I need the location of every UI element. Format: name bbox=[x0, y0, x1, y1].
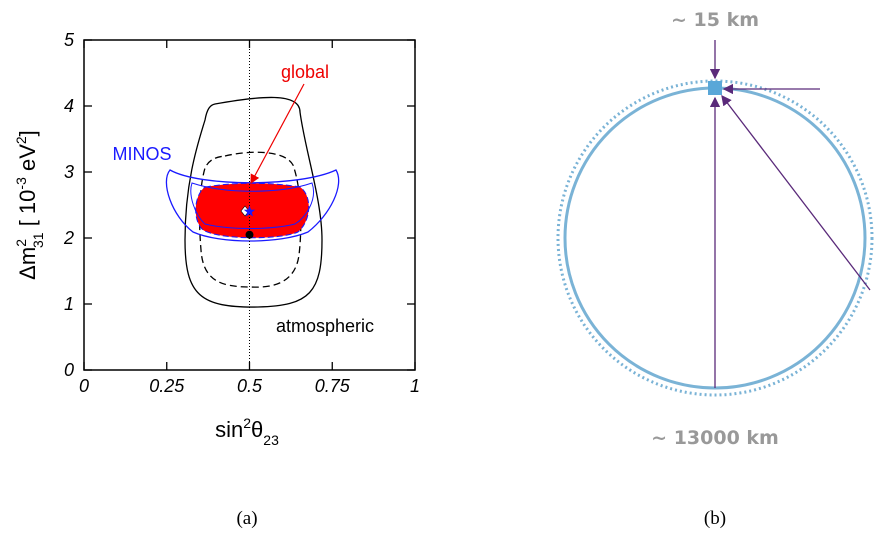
best-fit-star bbox=[243, 205, 256, 217]
detector bbox=[708, 81, 722, 95]
global-label: global bbox=[281, 62, 329, 82]
best-fit-dot bbox=[245, 230, 254, 239]
path-oblique bbox=[721, 94, 871, 291]
x-tick-label: 0 bbox=[79, 376, 89, 396]
x-axis-label: sin2θ23 bbox=[215, 415, 279, 448]
x-tick-label: 0.25 bbox=[149, 376, 185, 396]
y-tick-label: 5 bbox=[64, 30, 75, 50]
global-arrow bbox=[250, 83, 305, 185]
x-tick-label: 0.75 bbox=[315, 376, 351, 396]
atmospheric-contour bbox=[184, 96, 323, 308]
earth-diagram bbox=[556, 40, 874, 397]
bottom-label: ~ 13000 km bbox=[651, 427, 779, 449]
y-tick-label: 1 bbox=[64, 294, 74, 314]
top-label: ~ 15 km bbox=[671, 9, 759, 31]
y-axis-label: Δm231 [ 10-3 eV2] bbox=[13, 130, 46, 280]
minos-label: MINOS bbox=[112, 144, 171, 164]
x-tick-label: 1 bbox=[410, 376, 420, 396]
y-tick-label: 3 bbox=[64, 162, 74, 182]
y-tick-label: 2 bbox=[63, 228, 74, 248]
atmospheric-label: atmospheric bbox=[276, 316, 374, 336]
atmospheric-dashed-contour bbox=[198, 151, 302, 288]
y-tick-label: 4 bbox=[64, 96, 74, 116]
caption-b: (b) bbox=[704, 508, 726, 529]
y-tick-label: 0 bbox=[64, 360, 74, 380]
x-tick-label: 0.5 bbox=[237, 376, 263, 396]
minos-inner-contour bbox=[190, 182, 314, 229]
earth-outer bbox=[556, 79, 874, 397]
caption-a: (a) bbox=[236, 508, 257, 529]
